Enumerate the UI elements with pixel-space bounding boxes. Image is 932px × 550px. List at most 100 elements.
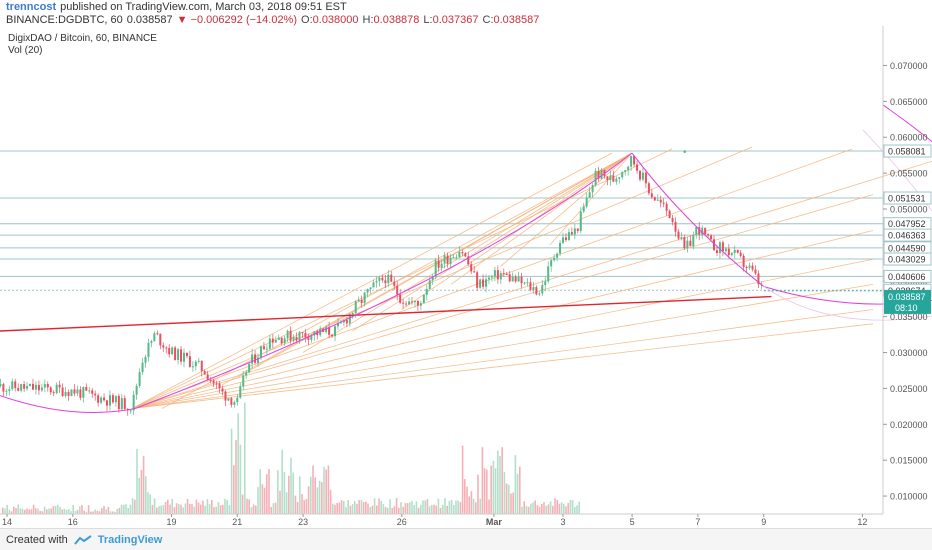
candle-body	[662, 202, 665, 204]
volume-bar	[316, 487, 319, 514]
candle-body	[248, 363, 251, 373]
volume-bar	[127, 508, 129, 514]
volume-bar	[226, 500, 228, 514]
volume-bar	[477, 474, 479, 514]
volume-bar	[486, 469, 488, 514]
candle-body	[242, 375, 245, 387]
volume-bar	[158, 506, 160, 514]
level-label-box	[883, 144, 932, 158]
candle-body	[585, 197, 588, 207]
candle-body	[656, 199, 659, 201]
candle-body	[218, 383, 221, 389]
volume-bars	[2, 402, 580, 514]
candle-body	[559, 242, 562, 254]
volume-bar	[257, 487, 259, 514]
candle-body	[721, 242, 724, 252]
volume-bar	[541, 504, 543, 514]
candle-body	[736, 249, 739, 253]
candle-body	[150, 341, 153, 343]
volume-bar	[464, 479, 466, 514]
volume-bar	[475, 502, 477, 514]
author-link[interactable]: trenncost	[6, 1, 57, 13]
volume-bar	[193, 506, 195, 514]
volume-bar	[125, 504, 127, 514]
candle-body	[715, 250, 718, 254]
fan-line	[131, 230, 874, 409]
volume-bar	[545, 505, 547, 514]
volume-bar	[543, 502, 545, 514]
volume-bar	[2, 507, 4, 514]
candle-body	[470, 264, 473, 272]
candle-body	[564, 237, 567, 240]
volume-bar	[87, 505, 90, 514]
candle-body	[410, 301, 413, 303]
time-axis[interactable]: 14 16 19 21 23 26 Mar 3 5 7 9 12	[2, 514, 867, 527]
price-tick-label: 0.015000	[890, 456, 928, 466]
candle-body	[280, 337, 283, 344]
last-price-box	[884, 289, 931, 314]
volume-bar	[274, 502, 277, 514]
volume-bar	[21, 508, 24, 514]
chart-title: DigixDAO / Bitcoin, 60, BINANCE	[8, 33, 157, 44]
candle-body	[254, 354, 257, 363]
volume-bar	[472, 498, 475, 514]
volume-bar	[46, 509, 48, 514]
price-tick-label: 0.035000	[890, 312, 928, 322]
volume-bar	[347, 500, 349, 514]
volume-bar	[24, 509, 26, 514]
fan-line	[302, 152, 633, 353]
close-label: C:	[482, 14, 494, 26]
candle-body	[393, 281, 396, 286]
high-value: 0.038878	[373, 14, 420, 26]
candle-body	[452, 257, 455, 259]
candle-body	[23, 384, 26, 389]
volume-bar	[360, 500, 363, 514]
volume-bar	[266, 474, 268, 514]
level-label: 0.051531	[888, 194, 926, 204]
candle-body	[399, 294, 402, 303]
candle-body	[707, 234, 710, 236]
candle-body	[562, 237, 565, 243]
volume-bar	[261, 484, 264, 514]
volume-bar	[114, 511, 116, 514]
volume-bar	[65, 509, 68, 514]
volume-bar	[466, 486, 468, 514]
candle-body	[505, 274, 508, 276]
volume-bar	[48, 508, 50, 514]
candle-body	[742, 255, 745, 268]
price-chart[interactable]: 0.070000 0.065000 0.060000 0.055000 0.050000…	[0, 26, 932, 528]
candle-body	[606, 176, 609, 181]
candle-body	[668, 210, 671, 219]
candle-body	[271, 338, 274, 343]
candle-body	[710, 235, 713, 240]
candle-body	[34, 384, 37, 390]
volume-bar	[186, 498, 189, 514]
candle-body	[467, 256, 470, 265]
candle-body	[129, 410, 132, 412]
volume-bar	[140, 470, 143, 514]
candle-body	[331, 334, 334, 337]
candle-body	[538, 293, 541, 295]
volume-bar	[292, 472, 294, 514]
close-value: 0.038587	[493, 14, 540, 26]
candle-body	[544, 281, 547, 286]
volume-bar	[354, 501, 356, 514]
level-label: 0.047952	[888, 219, 926, 229]
fan-line	[131, 323, 874, 409]
volume-bar	[268, 469, 270, 514]
volume-bar	[206, 499, 209, 514]
volume-bar	[145, 476, 147, 514]
volume-bar	[92, 511, 94, 514]
candle-body	[5, 390, 8, 392]
candle-body	[674, 221, 677, 232]
tradingview-brand[interactable]: TradingView	[97, 533, 163, 546]
volume-bar	[35, 508, 37, 514]
candle-body	[120, 398, 123, 410]
volume-bar	[184, 503, 187, 514]
candle-body	[177, 349, 180, 361]
volume-bar	[365, 501, 367, 514]
candle-body	[46, 384, 49, 388]
candle-body	[0, 384, 2, 387]
time-tick-label: 21	[232, 517, 242, 527]
candle-body	[227, 398, 230, 401]
